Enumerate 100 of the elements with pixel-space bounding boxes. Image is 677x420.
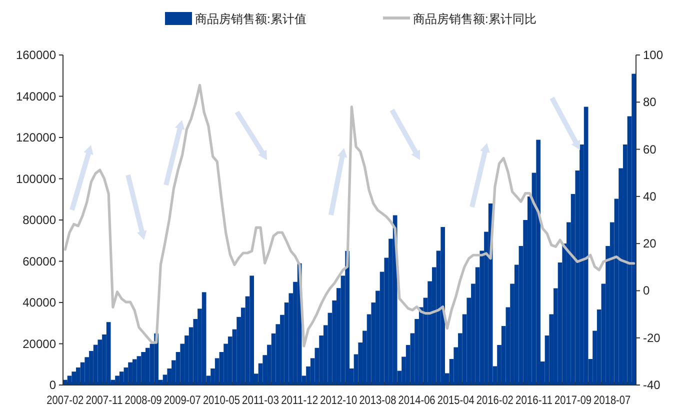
- bar: [549, 314, 554, 385]
- bar: [310, 358, 315, 385]
- bar: [497, 344, 502, 385]
- bar: [236, 316, 241, 385]
- bar: [406, 344, 410, 385]
- bar: [267, 344, 272, 385]
- bar: [606, 246, 610, 385]
- bar: [588, 359, 593, 385]
- bar: [440, 227, 445, 385]
- bar: [575, 170, 580, 385]
- bar: [188, 327, 194, 385]
- bar: [580, 144, 584, 385]
- bar: [558, 262, 562, 385]
- bar: [219, 352, 224, 385]
- bar: [622, 144, 628, 385]
- bar: [358, 342, 363, 385]
- bar: [115, 376, 120, 385]
- y-tick-label: 60000: [22, 254, 56, 268]
- bar: [510, 284, 514, 385]
- legend-label: 商品房销售额:累计值: [195, 12, 306, 26]
- bar: [119, 372, 124, 385]
- bar: [454, 347, 458, 385]
- bar: [323, 325, 328, 385]
- bar: [250, 276, 254, 385]
- bar: [276, 324, 280, 385]
- bar: [484, 232, 488, 385]
- bar: [514, 264, 519, 385]
- bar: [314, 348, 320, 385]
- bar: [340, 276, 346, 385]
- bar: [89, 350, 94, 385]
- bar: [198, 308, 202, 385]
- bar: [554, 288, 558, 385]
- bar: [475, 267, 480, 385]
- bar: [328, 312, 332, 385]
- bar: [376, 290, 380, 385]
- bar: [462, 314, 467, 385]
- bar: [540, 361, 545, 385]
- bar: [566, 222, 571, 385]
- bar: [610, 222, 614, 385]
- bar: [336, 288, 341, 385]
- bar: [432, 267, 436, 385]
- bar: [544, 336, 550, 385]
- bar: [518, 246, 524, 385]
- bar: [245, 296, 250, 385]
- bar: [354, 354, 358, 385]
- y-tick-label: 0: [49, 378, 56, 392]
- bar: [93, 344, 98, 385]
- bar: [584, 106, 588, 385]
- y-tick-label: 160000: [16, 48, 56, 62]
- bar: [527, 196, 532, 385]
- y-tick-label: 80000: [22, 213, 56, 227]
- bar: [84, 357, 90, 385]
- bar: [471, 284, 476, 385]
- y-tick-label: 140000: [16, 89, 56, 104]
- bar: [366, 314, 372, 385]
- bar: [202, 292, 206, 385]
- bar: [466, 298, 472, 385]
- y2-tick-label: 20: [643, 236, 657, 251]
- bar: [449, 359, 454, 385]
- bar: [492, 366, 498, 385]
- y2-tick-label: 100: [643, 48, 664, 62]
- bar: [232, 329, 237, 385]
- bar: [180, 344, 185, 385]
- bar: [592, 330, 597, 385]
- y2-tick-label: -40: [643, 378, 661, 392]
- bar: [388, 238, 393, 385]
- bar: [280, 314, 284, 385]
- bar: [167, 368, 172, 385]
- y2-tick-label: 80: [643, 95, 657, 110]
- bar: [402, 356, 406, 385]
- y2-tick-label: 40: [643, 189, 657, 204]
- bar: [601, 284, 606, 385]
- bar: [210, 368, 215, 385]
- bar: [570, 194, 576, 385]
- bar: [384, 258, 389, 385]
- bar: [145, 348, 150, 385]
- bar: [184, 336, 189, 385]
- bar: [536, 140, 540, 385]
- bar: [72, 372, 76, 385]
- bar: [362, 330, 367, 385]
- bar: [141, 352, 146, 385]
- bar: [240, 308, 246, 385]
- bar: [428, 281, 432, 385]
- bar: [445, 373, 450, 385]
- bar: [506, 307, 510, 385]
- bar: [76, 367, 80, 385]
- bar: [596, 310, 602, 385]
- y2-tick-label: -20: [643, 330, 661, 345]
- bar: [293, 282, 298, 385]
- bar: [254, 374, 258, 385]
- y-tick-label: 20000: [22, 336, 56, 351]
- bar: [176, 352, 180, 385]
- bar: [332, 300, 336, 385]
- bar: [150, 344, 154, 385]
- bar: [172, 360, 176, 385]
- bar: [288, 293, 294, 385]
- bar: [480, 250, 484, 385]
- y-tick-label: 120000: [16, 130, 56, 144]
- bar: [458, 333, 462, 385]
- bar: [436, 250, 441, 385]
